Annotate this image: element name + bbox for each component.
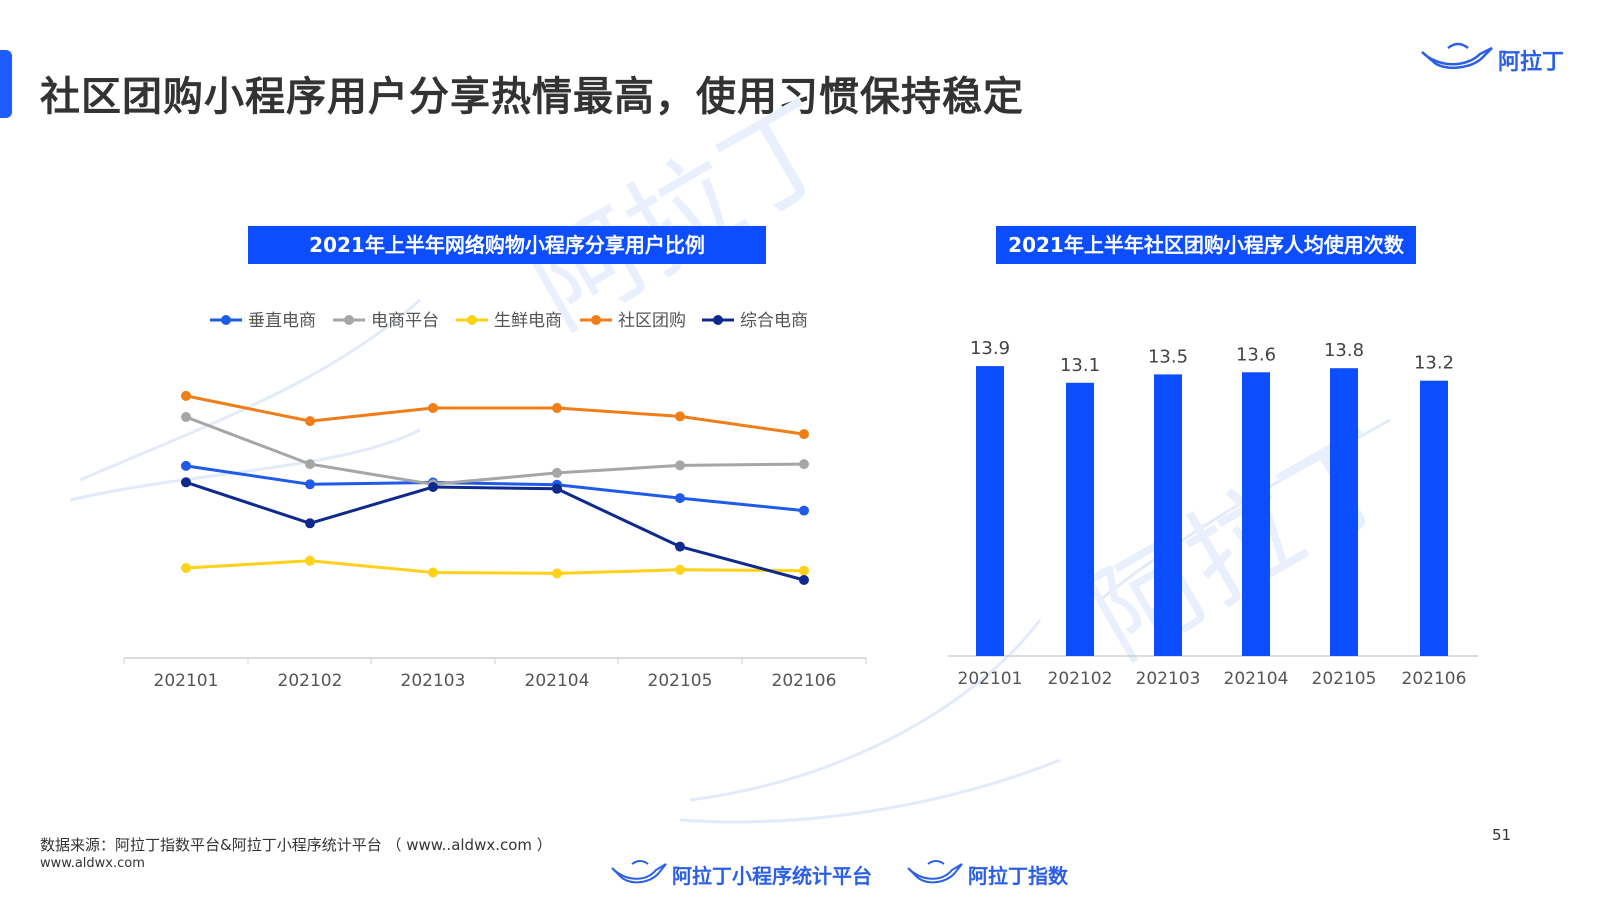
series-point [799,429,809,440]
series-point [305,555,315,566]
series-line [181,477,809,585]
series-point [181,563,191,573]
legend-swatch-marker [591,315,601,325]
series-point [428,567,438,578]
lamp-icon [907,860,963,884]
line-x-tick-label: 202102 [278,671,343,691]
series-point [552,403,562,413]
series-point [181,412,191,422]
source-url: www.aldwx.com [40,856,145,871]
page-number: 51 [1492,826,1512,844]
series-path [185,394,805,436]
brand-name: 阿拉丁 [1498,50,1565,75]
series-point [181,477,191,488]
series-path [185,559,805,575]
legend-item: 生鲜电商 [456,311,562,331]
bar-chart-title: 2021年上半年社区团购小程序人均使用次数 [996,226,1416,264]
lamp-icon [1421,42,1493,69]
series-line [181,390,809,440]
legend-swatch-marker [221,315,231,325]
legend-label: 综合电商 [740,311,808,331]
series-point [799,459,809,470]
series-point [428,482,438,492]
legend-item: 垂直电商 [210,311,316,331]
series-point [552,483,562,494]
series-point [799,505,809,516]
legend-swatch-marker [344,315,354,325]
series-line [181,555,809,579]
line-x-tick-label: 202103 [401,671,466,691]
legend-label: 社区团购 [618,311,686,331]
line-x-tick-label: 202105 [648,671,713,691]
footer-brand-index-label: 阿拉丁指数 [968,864,1068,888]
line-x-tick-label: 202104 [525,671,590,691]
series-point [305,518,315,529]
title-accent-bar [0,50,12,118]
series-point [799,575,809,585]
series-point [428,403,438,413]
series-point [305,459,315,470]
legend-item: 社区团购 [580,311,686,331]
series-point [181,460,191,471]
legend-label: 电商平台 [371,311,439,331]
series-point [181,390,191,401]
data-source: 数据来源：阿拉丁指数平台&阿拉丁小程序统计平台 （ www..aldwx.com… [40,836,552,854]
legend-swatch-marker [713,315,723,325]
series-point [305,479,315,490]
footer-brand-index: 阿拉丁指数 [906,856,1086,890]
series-point [552,568,562,579]
series-point [552,467,562,478]
lamp-icon [611,860,667,884]
series-point [675,493,685,504]
series-point [799,565,809,576]
series-path [185,415,805,486]
series-point [675,460,685,471]
line-x-tick-label: 202101 [154,671,219,691]
footer-brand-stats-label: 阿拉丁小程序统计平台 [672,864,872,888]
line-chart-title: 2021年上半年网络购物小程序分享用户比例 [248,226,766,264]
legend-swatch-marker [467,315,477,325]
legend-label: 生鲜电商 [494,311,562,331]
legend-item: 综合电商 [702,311,808,331]
page-title: 社区团购小程序用户分享热情最高，使用习惯保持稳定 [40,74,1024,120]
legend-label: 垂直电商 [248,311,316,331]
series-path [185,480,805,582]
legend-item: 电商平台 [333,311,439,331]
brand-logo: 阿拉丁 [1418,38,1578,78]
line-x-tick-label: 202106 [772,671,837,691]
series-point [675,541,685,552]
line-chart-legend: 垂直电商 电商平台 生鲜电商 社区团购 综合电商 [210,311,808,331]
series-point [675,411,685,422]
series-point [305,416,315,427]
footer-brand-stats: 阿拉丁小程序统计平台 [610,856,872,890]
series-point [675,564,685,575]
series-path [185,464,805,513]
